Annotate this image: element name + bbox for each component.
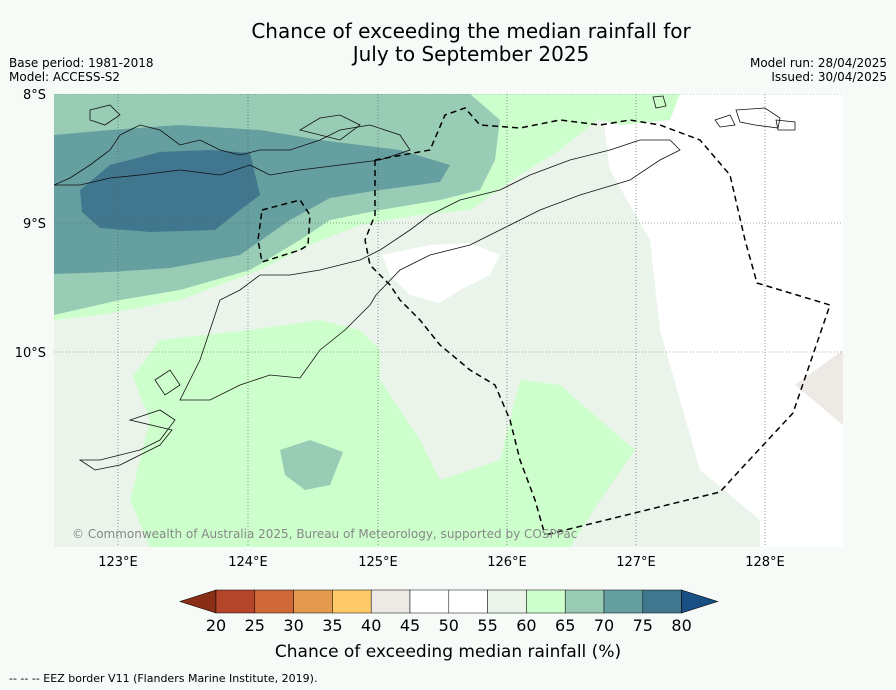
colorbar-extend-high (681, 589, 719, 614)
probability-40-45-patch (795, 350, 843, 425)
eez-border-line-2 (364, 160, 546, 536)
map-title: Chance of exceeding the median rainfall … (0, 20, 896, 66)
base-period-text: Base period: 1981-2018 (9, 56, 154, 70)
colorbar-tick-label: 70 (594, 616, 614, 635)
eez-border-line (374, 107, 831, 536)
colorbar: 20 25 30 35 40 45 50 55 60 65 70 75 80 (179, 589, 719, 635)
probability-50-55-patch (382, 243, 500, 303)
lon-label-125e: 125°E (358, 555, 398, 570)
colorbar-bin (215, 589, 256, 614)
colorbar-bin (254, 589, 294, 614)
graticule (54, 94, 843, 547)
colorbar-tick-label: 60 (516, 616, 536, 635)
probability-60-65-patch-ne (570, 94, 680, 125)
colorbar-extend-low (179, 589, 217, 614)
colorbar-tick-label: 40 (361, 616, 381, 635)
colorbar-bin (370, 589, 411, 614)
lon-axis-labels: 123°E 124°E 125°E 126°E 127°E 128°E (98, 555, 785, 570)
lon-label-123e: 123°E (98, 555, 138, 570)
probability-65-70-patch (280, 440, 343, 490)
coastlines (54, 95, 796, 471)
run-info: Model run: 28/04/2025 Issued: 30/04/2025 (750, 56, 887, 84)
lon-label-124e: 124°E (228, 555, 268, 570)
title-line-1: Chance of exceeding the median rainfall … (251, 19, 691, 43)
colorbar-bin (642, 589, 682, 614)
eez-border-line-3 (257, 199, 311, 263)
colorbar-bin (409, 589, 450, 614)
colorbar-bin (526, 589, 566, 614)
colorbar-tick-label: 35 (322, 616, 342, 635)
colorbar-bin (448, 589, 488, 614)
model-run-text: Model run: 28/04/2025 (749, 56, 887, 70)
colorbar-tick-label: 45 (400, 616, 420, 635)
probability-75-80-region (80, 150, 260, 232)
colorbar-tick-label: 50 (439, 616, 459, 635)
probability-50-55-region (600, 94, 843, 547)
issued-text: Issued: 30/04/2025 (771, 70, 887, 84)
footer-note: -- -- -- EEZ border V11 (Flanders Marine… (9, 672, 318, 685)
model-text: Model: ACCESS-S2 (9, 70, 121, 84)
copyright-text: © Commonwealth of Australia 2025, Bureau… (72, 527, 577, 541)
map-area: © Commonwealth of Australia 2025, Bureau… (54, 94, 843, 547)
lon-label-126e: 126°E (487, 555, 527, 570)
colorbar-tick-label: 30 (283, 616, 303, 635)
colorbar-tick-label: 75 (633, 616, 653, 635)
colorbar-bin (603, 589, 644, 614)
lat-axis-labels: 8°S 9°S 10°S (15, 88, 46, 361)
colorbar-tick-label: 65 (555, 616, 575, 635)
colorbar-label: Chance of exceeding median rainfall (%) (275, 642, 621, 662)
lat-label-9s: 9°S (23, 217, 46, 232)
colorbar-bin (564, 589, 605, 614)
colorbar-tick-label: 20 (206, 616, 226, 635)
lat-label-10s: 10°S (15, 346, 46, 361)
colorbar-tick-label: 55 (477, 616, 497, 635)
colorbar-tick-label: 25 (245, 616, 265, 635)
colorbar-bin (293, 589, 333, 614)
probability-55-60-region-west (54, 370, 150, 547)
colorbar-bin (332, 589, 372, 614)
colorbar-tick-label: 80 (671, 616, 691, 635)
lon-label-128e: 128°E (745, 555, 785, 570)
colorbar-bin (487, 589, 527, 614)
model-info: Base period: 1981-2018 Model: ACCESS-S2 (9, 56, 154, 84)
title-line-2: July to September 2025 (352, 42, 590, 66)
probability-60-65-region-south (120, 320, 635, 547)
lat-label-8s: 8°S (23, 88, 46, 103)
lon-label-127e: 127°E (616, 555, 656, 570)
